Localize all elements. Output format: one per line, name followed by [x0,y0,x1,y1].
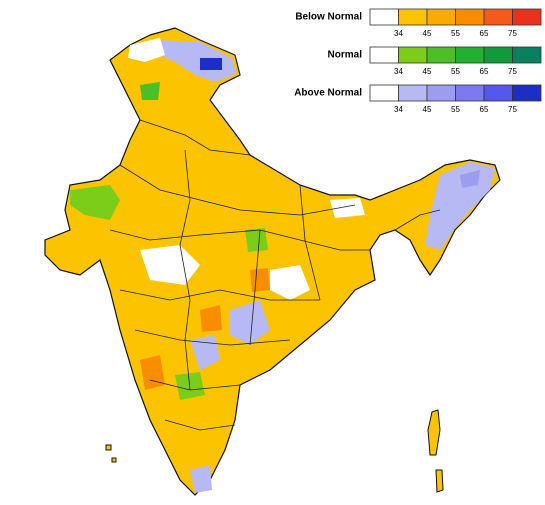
legend-swatch [398,8,428,26]
legend-swatch [483,8,513,26]
legend-swatch [455,84,485,102]
legend-tick: 65 [480,29,489,38]
legend-label: Above Normal [294,88,362,99]
legend-swatch [369,84,399,102]
legend-tick: 34 [394,29,403,38]
legend-swatch [426,46,456,64]
legend-tick: 45 [423,105,432,114]
legend-tick: 55 [451,29,460,38]
legend-swatch [398,84,428,102]
legend-swatch [398,46,428,64]
legend-label: Normal [328,50,363,61]
legend-swatch [455,46,485,64]
legend-swatch [455,8,485,26]
legend-tick: 75 [508,29,517,38]
legend-swatch [512,8,542,26]
legend-tick: 55 [451,105,460,114]
legend-swatch [483,46,513,64]
legend-swatch [512,46,542,64]
legend-tick: 65 [480,67,489,76]
anomaly-patches [70,38,495,493]
legend-tick: 75 [508,105,517,114]
legend-tick: 45 [423,67,432,76]
legend-swatch [483,84,513,102]
legend-swatch [369,8,399,26]
legend-swatch [426,8,456,26]
india-map [44,27,501,496]
state-boundaries [109,119,441,431]
legend-swatch [369,46,399,64]
legend: Below Normal 34 45 55 65 75 Normal 34 45 55 65 75 Ab… [294,8,542,114]
legend-tick: 65 [480,105,489,114]
legend-tick: 34 [394,67,403,76]
legend-swatch [512,84,542,102]
legend-swatch [426,84,456,102]
legend-tick: 45 [423,29,432,38]
legend-tick: 34 [394,105,403,114]
legend-tick: 75 [508,67,517,76]
legend-label: Below Normal [295,12,362,23]
islands [105,409,444,493]
legend-tick: 55 [451,67,460,76]
